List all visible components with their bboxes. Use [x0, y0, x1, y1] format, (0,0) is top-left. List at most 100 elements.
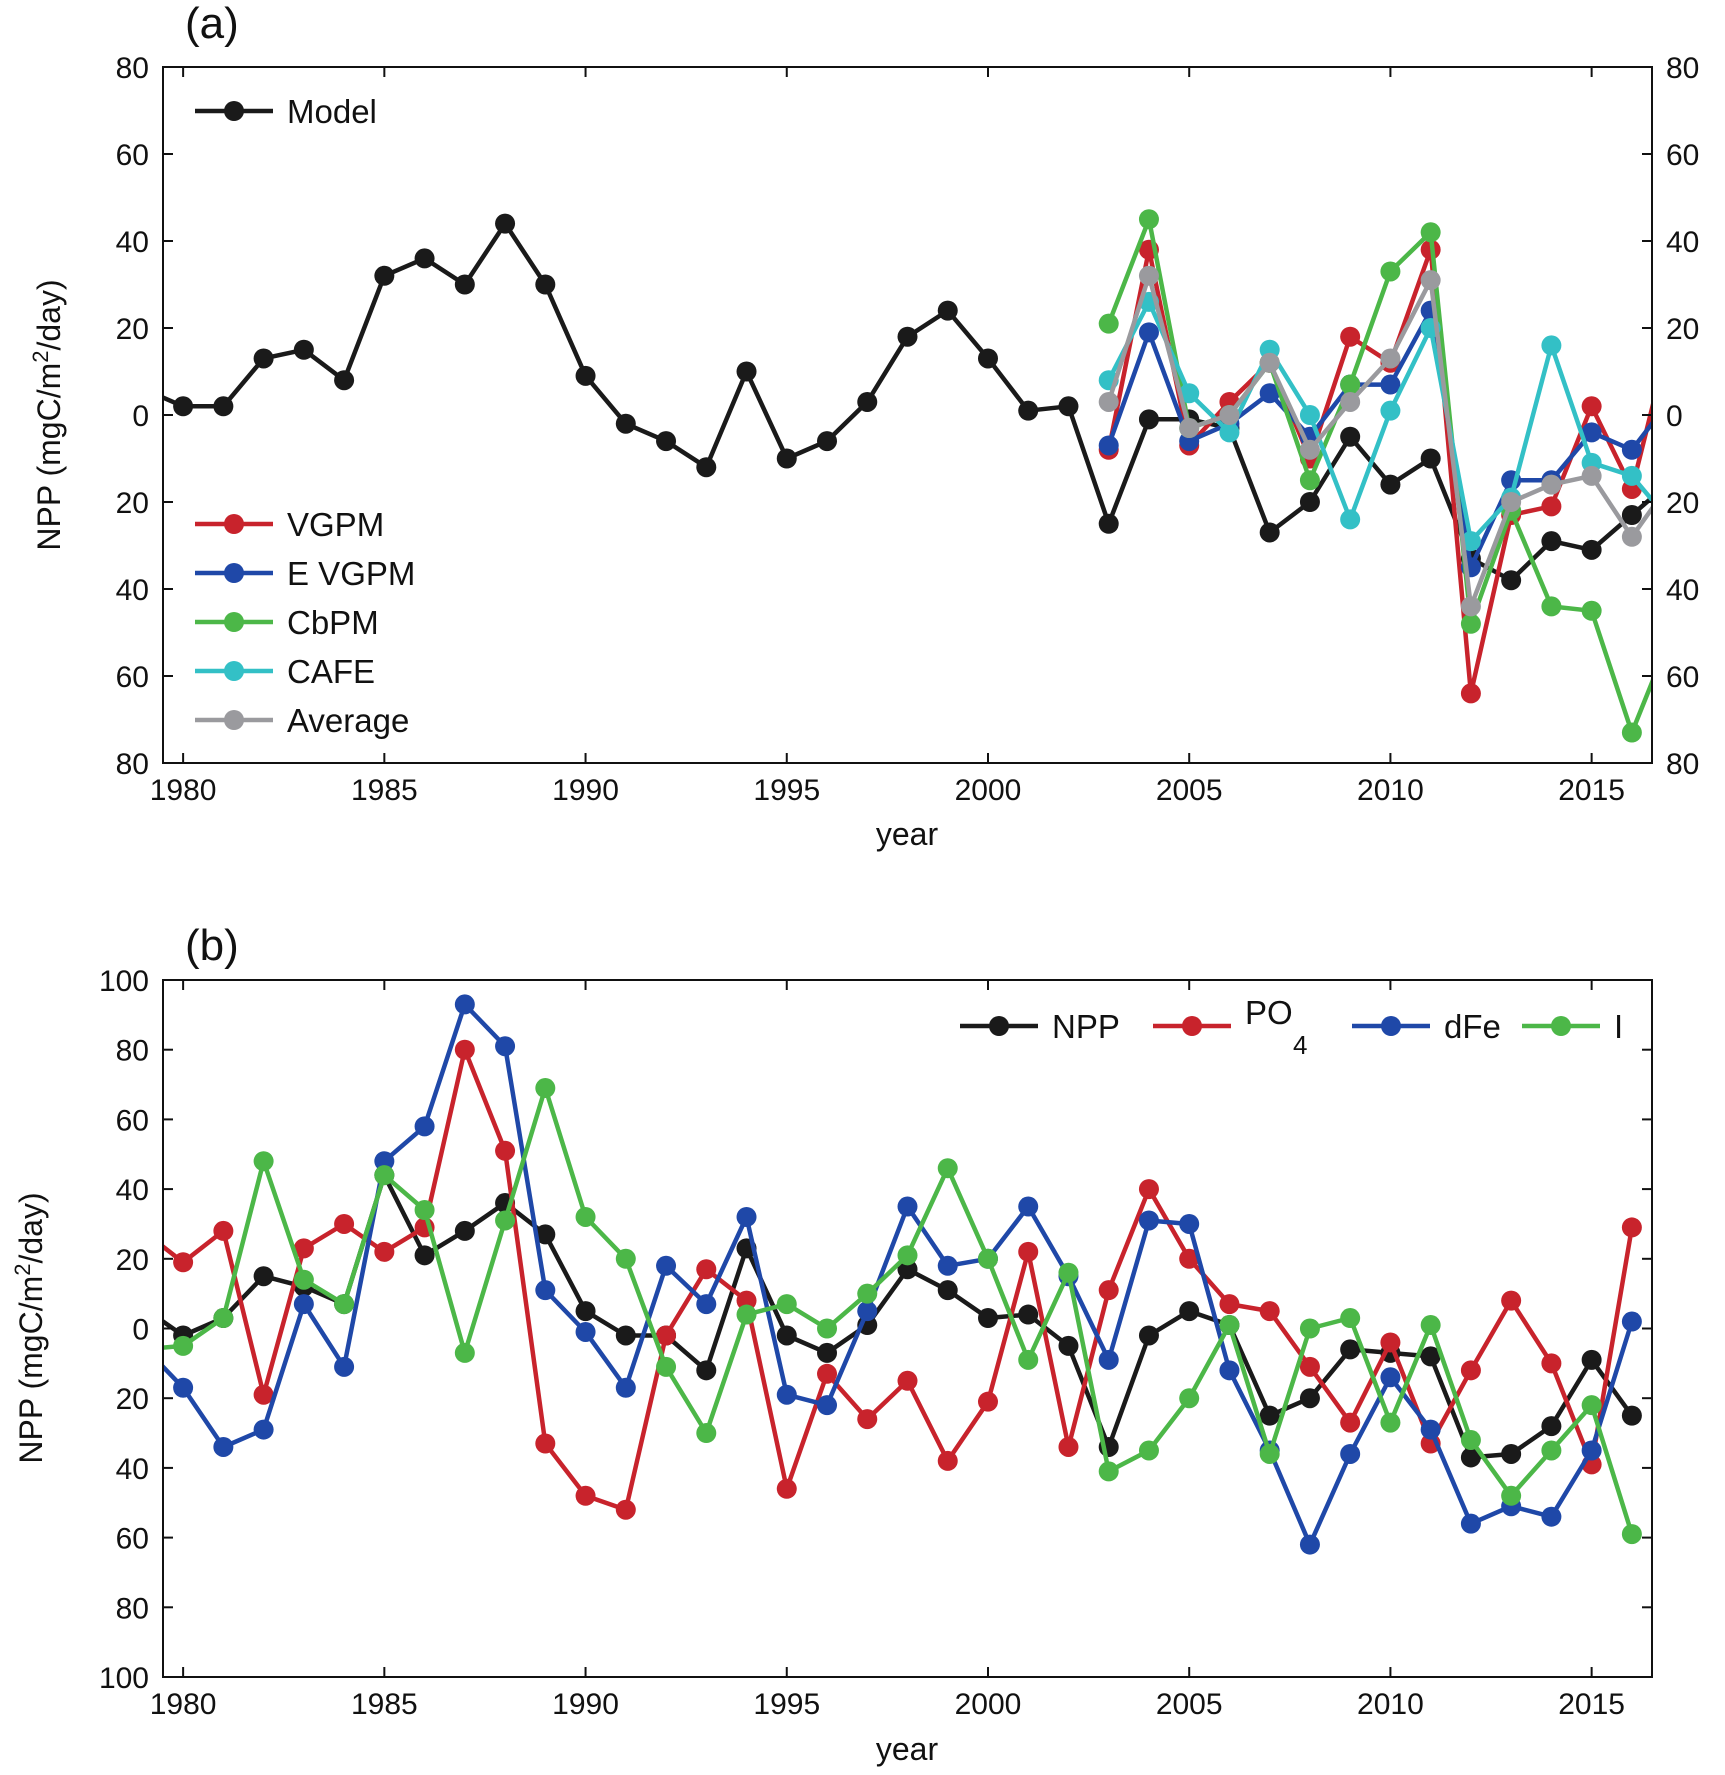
- data-point-cafe: [1541, 335, 1562, 356]
- panel-b-series: [163, 994, 1642, 1555]
- data-point-vgpm: [1340, 326, 1361, 347]
- data-point-po4: [213, 1220, 234, 1241]
- y-tick-label: 20: [116, 1244, 149, 1277]
- data-point-npp: [1299, 1388, 1320, 1409]
- panel-b-legend: NPP PO4 dFe I: [960, 994, 1623, 1060]
- y-tick-label: 0: [132, 400, 149, 433]
- data-point-dfe: [1621, 1311, 1642, 1332]
- y-tick-label: 60: [116, 139, 149, 172]
- right-y-tick-label: 40: [1666, 226, 1699, 259]
- series-cafe: [1098, 291, 1652, 552]
- panel-a-right-y-ticks: 80 60 40 20 0 20 40 60 80: [1642, 52, 1699, 781]
- data-point-i: [776, 1294, 797, 1315]
- y-tick-label: 80: [116, 1592, 149, 1625]
- data-point-npp: [535, 1224, 556, 1245]
- legend-entry-dfe: dFe: [1352, 1008, 1501, 1045]
- panel-b-x-axis-label: year: [876, 1731, 939, 1767]
- x-tick-label: 2015: [1558, 774, 1625, 807]
- data-point-model: [1541, 531, 1562, 552]
- legend-swatch-marker: [224, 514, 244, 534]
- y-tick-label: 80: [116, 748, 149, 781]
- data-point-model: [817, 431, 838, 452]
- data-point-i: [575, 1206, 596, 1227]
- panel-b-y-ticks: 100 80 60 40 20 0 20 40 60 80 100: [99, 965, 1652, 1695]
- data-point-po4: [575, 1485, 596, 1506]
- data-point-i: [1340, 1308, 1361, 1329]
- data-point-dfe: [1098, 1349, 1119, 1370]
- y-tick-label: 40: [116, 1453, 149, 1486]
- data-point-vgpm: [1460, 683, 1481, 704]
- data-point-model: [1138, 409, 1159, 430]
- data-point-cafe: [1179, 383, 1200, 404]
- data-point-i: [1299, 1318, 1320, 1339]
- x-tick-label: 1990: [552, 1688, 619, 1721]
- data-point-dfe: [656, 1255, 677, 1276]
- data-point-npp: [575, 1301, 596, 1322]
- data-point-cbpm: [1340, 374, 1361, 395]
- data-point-i: [374, 1165, 395, 1186]
- data-point-dfe: [1340, 1443, 1361, 1464]
- data-point-model: [454, 274, 475, 295]
- data-point-i: [937, 1158, 958, 1179]
- data-point-po4: [1380, 1332, 1401, 1353]
- series-average: [1098, 265, 1652, 617]
- y-tick-label: 80: [116, 52, 149, 85]
- data-point-npp: [977, 1308, 998, 1329]
- y-tick-label: 60: [116, 1523, 149, 1556]
- series-line-npp: [163, 1172, 1634, 1460]
- data-point-average: [1501, 492, 1522, 512]
- data-point-cbpm: [1138, 209, 1159, 230]
- panel-a-axes-frame: [162, 66, 1653, 764]
- data-point-po4: [1179, 1248, 1200, 1269]
- data-point-model: [173, 396, 194, 417]
- data-point-po4: [1299, 1356, 1320, 1377]
- panel-b: (b) 1980 1985 1990 1995 2000 2005 2010 2015 100…: [10, 921, 1653, 1767]
- legend-entry-i: I: [1522, 1008, 1623, 1045]
- y-tick-label: 60: [116, 661, 149, 694]
- data-point-average: [1380, 348, 1401, 369]
- data-point-cafe: [1621, 465, 1642, 486]
- data-point-model: [1259, 522, 1280, 543]
- data-point-npp: [1501, 1443, 1522, 1464]
- data-point-po4: [1058, 1436, 1079, 1457]
- data-point-i: [1219, 1315, 1240, 1336]
- data-point-model: [897, 326, 918, 347]
- panel-a-label: (a): [185, 0, 239, 48]
- data-point-npp: [1179, 1301, 1200, 1322]
- data-point-dfe: [897, 1196, 918, 1217]
- data-point-po4: [937, 1450, 958, 1471]
- data-point-model: [1621, 505, 1642, 526]
- legend-label: VGPM: [287, 506, 384, 543]
- data-point-model: [213, 396, 234, 417]
- panel-a-y-axis-label: NPP (mgC/m2/day): [28, 279, 67, 550]
- data-point-i: [615, 1248, 636, 1269]
- x-tick-label: 2010: [1357, 774, 1424, 807]
- data-point-dfe: [173, 1377, 194, 1398]
- panel-b-y-axis-label: NPP (mgC/m2/day): [10, 1192, 49, 1463]
- data-point-dfe: [615, 1377, 636, 1398]
- series-npp: [163, 1165, 1642, 1468]
- legend-label: E VGPM: [287, 555, 415, 592]
- data-point-i: [1138, 1440, 1159, 1461]
- data-point-average: [1259, 352, 1280, 373]
- data-point-dfe: [575, 1321, 596, 1342]
- right-y-tick-label: 80: [1666, 52, 1699, 85]
- data-point-po4: [1340, 1412, 1361, 1433]
- data-point-i: [1460, 1430, 1481, 1451]
- legend-swatch-marker: [224, 563, 244, 583]
- data-point-cbpm: [1380, 261, 1401, 282]
- x-tick-label: 2000: [955, 1688, 1022, 1721]
- data-point-po4: [977, 1391, 998, 1412]
- data-point-i: [454, 1342, 475, 1363]
- data-point-i: [1098, 1461, 1119, 1482]
- x-tick-label: 2005: [1156, 1688, 1223, 1721]
- panel-a-x-axis-label: year: [876, 816, 939, 852]
- x-tick-label: 2005: [1156, 774, 1223, 807]
- data-point-npp: [253, 1266, 274, 1287]
- legend-entry-e-vgpm: E VGPM: [195, 555, 415, 592]
- data-point-cafe: [1460, 531, 1481, 552]
- legend-swatch-marker: [224, 612, 244, 632]
- data-point-po4: [1460, 1360, 1481, 1381]
- data-point-vgpm: [1541, 496, 1562, 517]
- data-point-po4: [696, 1259, 717, 1280]
